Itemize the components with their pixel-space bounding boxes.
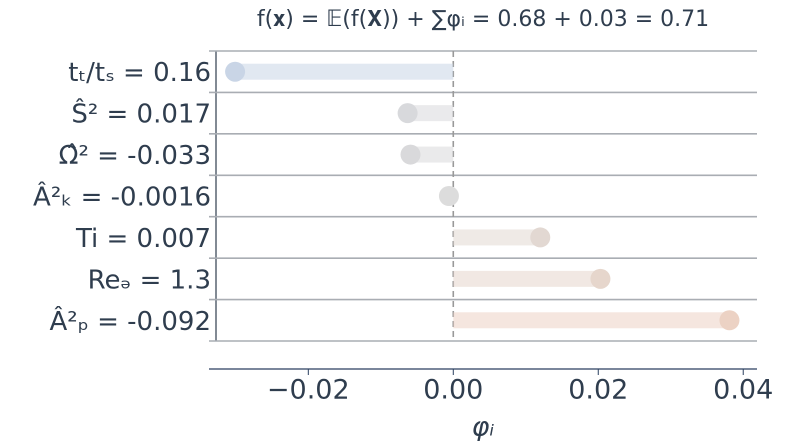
bar bbox=[410, 146, 454, 163]
category-label: Ti = 0.007 bbox=[75, 224, 211, 254]
x-tick-label: 0.02 bbox=[568, 375, 628, 406]
bar bbox=[235, 63, 454, 80]
category-label: Â²ₖ = -0.0016 bbox=[33, 181, 211, 213]
dot bbox=[590, 268, 611, 289]
category-label: tₜ/tₛ = 0.16 bbox=[68, 58, 211, 88]
x-tick-label: 0.00 bbox=[423, 375, 483, 406]
bar bbox=[453, 312, 730, 329]
dot bbox=[438, 186, 459, 206]
category-label: Ŝ² = 0.017 bbox=[71, 98, 211, 130]
dot bbox=[225, 61, 246, 82]
x-axis-label: φᵢ bbox=[472, 412, 495, 443]
dot bbox=[400, 144, 421, 165]
dot bbox=[397, 103, 418, 124]
bar bbox=[407, 105, 454, 122]
bar bbox=[453, 270, 601, 287]
dot bbox=[530, 227, 551, 248]
dot bbox=[719, 310, 740, 331]
chart-title: f(𝐱) = 𝔼(f(𝐗)) + ∑φᵢ = 0.68 + 0.03 = 0.7… bbox=[257, 7, 709, 32]
bar bbox=[453, 229, 541, 246]
x-tick-label: −0.02 bbox=[267, 375, 350, 406]
category-label: Reₔ = 1.3 bbox=[88, 265, 211, 295]
x-tick-label: 0.04 bbox=[713, 375, 773, 406]
category-label: Ω̂² = -0.033 bbox=[59, 141, 211, 171]
category-label: Â²ₚ = -0.092 bbox=[50, 305, 211, 337]
